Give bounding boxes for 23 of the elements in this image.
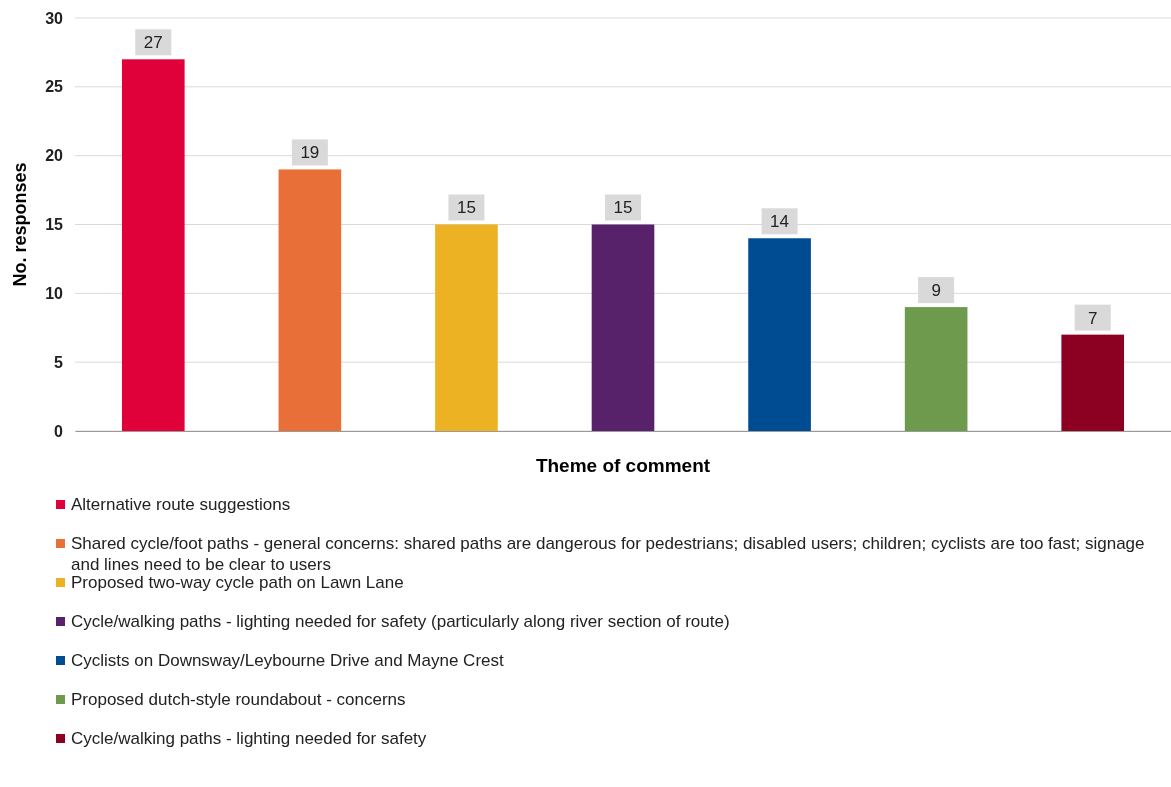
data-label: 19 xyxy=(300,143,320,163)
legend-label: Alternative route suggestions xyxy=(71,495,291,514)
data-label: 15 xyxy=(456,198,476,218)
legend-label: Cyclists on Downsway/Leybourne Drive and Mayne Crest xyxy=(71,651,505,670)
data-label: 15 xyxy=(613,198,633,218)
y-tick-label: 20 xyxy=(45,147,64,165)
y-tick-label: 10 xyxy=(45,284,64,302)
y-tick-label: 0 xyxy=(54,422,64,440)
data-label: 14 xyxy=(770,212,790,232)
legend-label: Cycle/walking paths - lighting needed for safety xyxy=(71,729,427,748)
data-label: 7 xyxy=(1087,308,1098,328)
data-label: 27 xyxy=(143,33,163,53)
y-axis-title: No. responses xyxy=(10,162,30,287)
y-tick-label: 15 xyxy=(45,216,64,234)
legend-label: Proposed dutch-style roundabout - concerns xyxy=(71,690,406,709)
y-tick-label: 5 xyxy=(54,353,64,371)
y-tick-label: 30 xyxy=(45,9,64,27)
data-label: 9 xyxy=(931,281,941,301)
legend-label: Proposed two-way cycle path on Lawn Lane xyxy=(71,573,404,592)
legend-label: Shared cycle/foot paths - general concerns: shared paths are dangerous for pedestrians; disabled users; children; cyclists are too fast; signage and lines need to be clear to users xyxy=(71,534,1145,574)
y-tick-label: 25 xyxy=(45,78,64,96)
x-axis-title: Theme of comment xyxy=(535,455,711,476)
legend-label: Cycle/walking paths - lighting needed for safety (particularly along river section of route) xyxy=(71,612,730,631)
